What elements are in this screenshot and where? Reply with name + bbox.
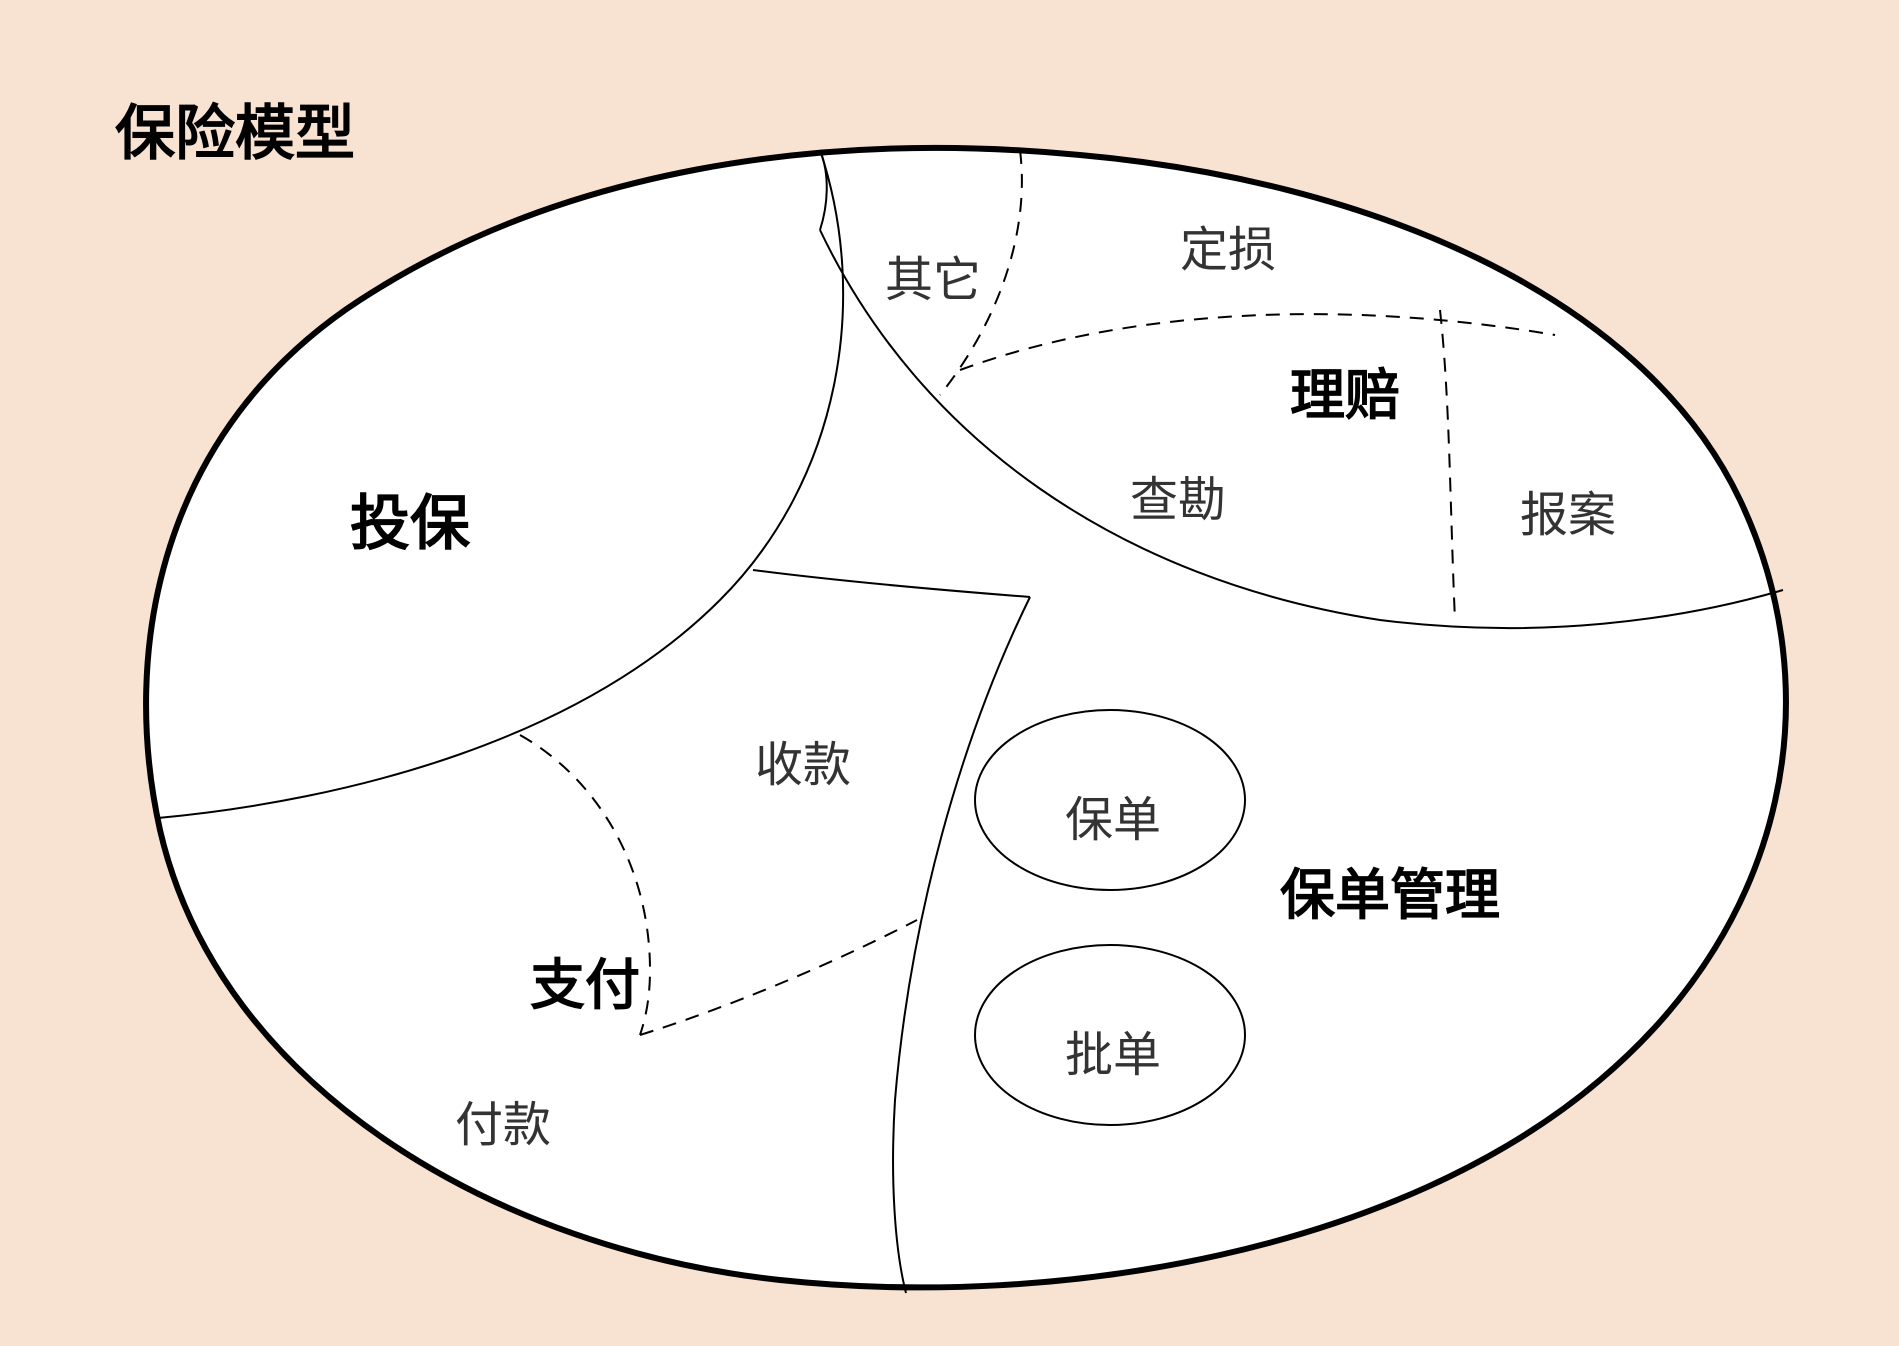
diagram-svg [0, 0, 1899, 1346]
label-chakan: 查勘 [1130, 460, 1226, 530]
label-pidan: 批单 [1065, 1015, 1161, 1085]
label-zhifu: 支付 [530, 940, 640, 1020]
label-baodangl: 保单管理 [1280, 850, 1500, 930]
label-shoukuan: 收款 [755, 725, 851, 795]
outer-blob [146, 148, 1786, 1287]
label-baodan: 保单 [1065, 780, 1161, 850]
label-qita: 其它 [885, 240, 981, 310]
label-toubao: 投保 [350, 475, 470, 562]
label-dingsun: 定损 [1180, 210, 1276, 280]
label-baoan: 报案 [1520, 475, 1616, 545]
label-fukuan: 付款 [455, 1085, 551, 1155]
label-lipei: 理赔 [1290, 350, 1400, 430]
